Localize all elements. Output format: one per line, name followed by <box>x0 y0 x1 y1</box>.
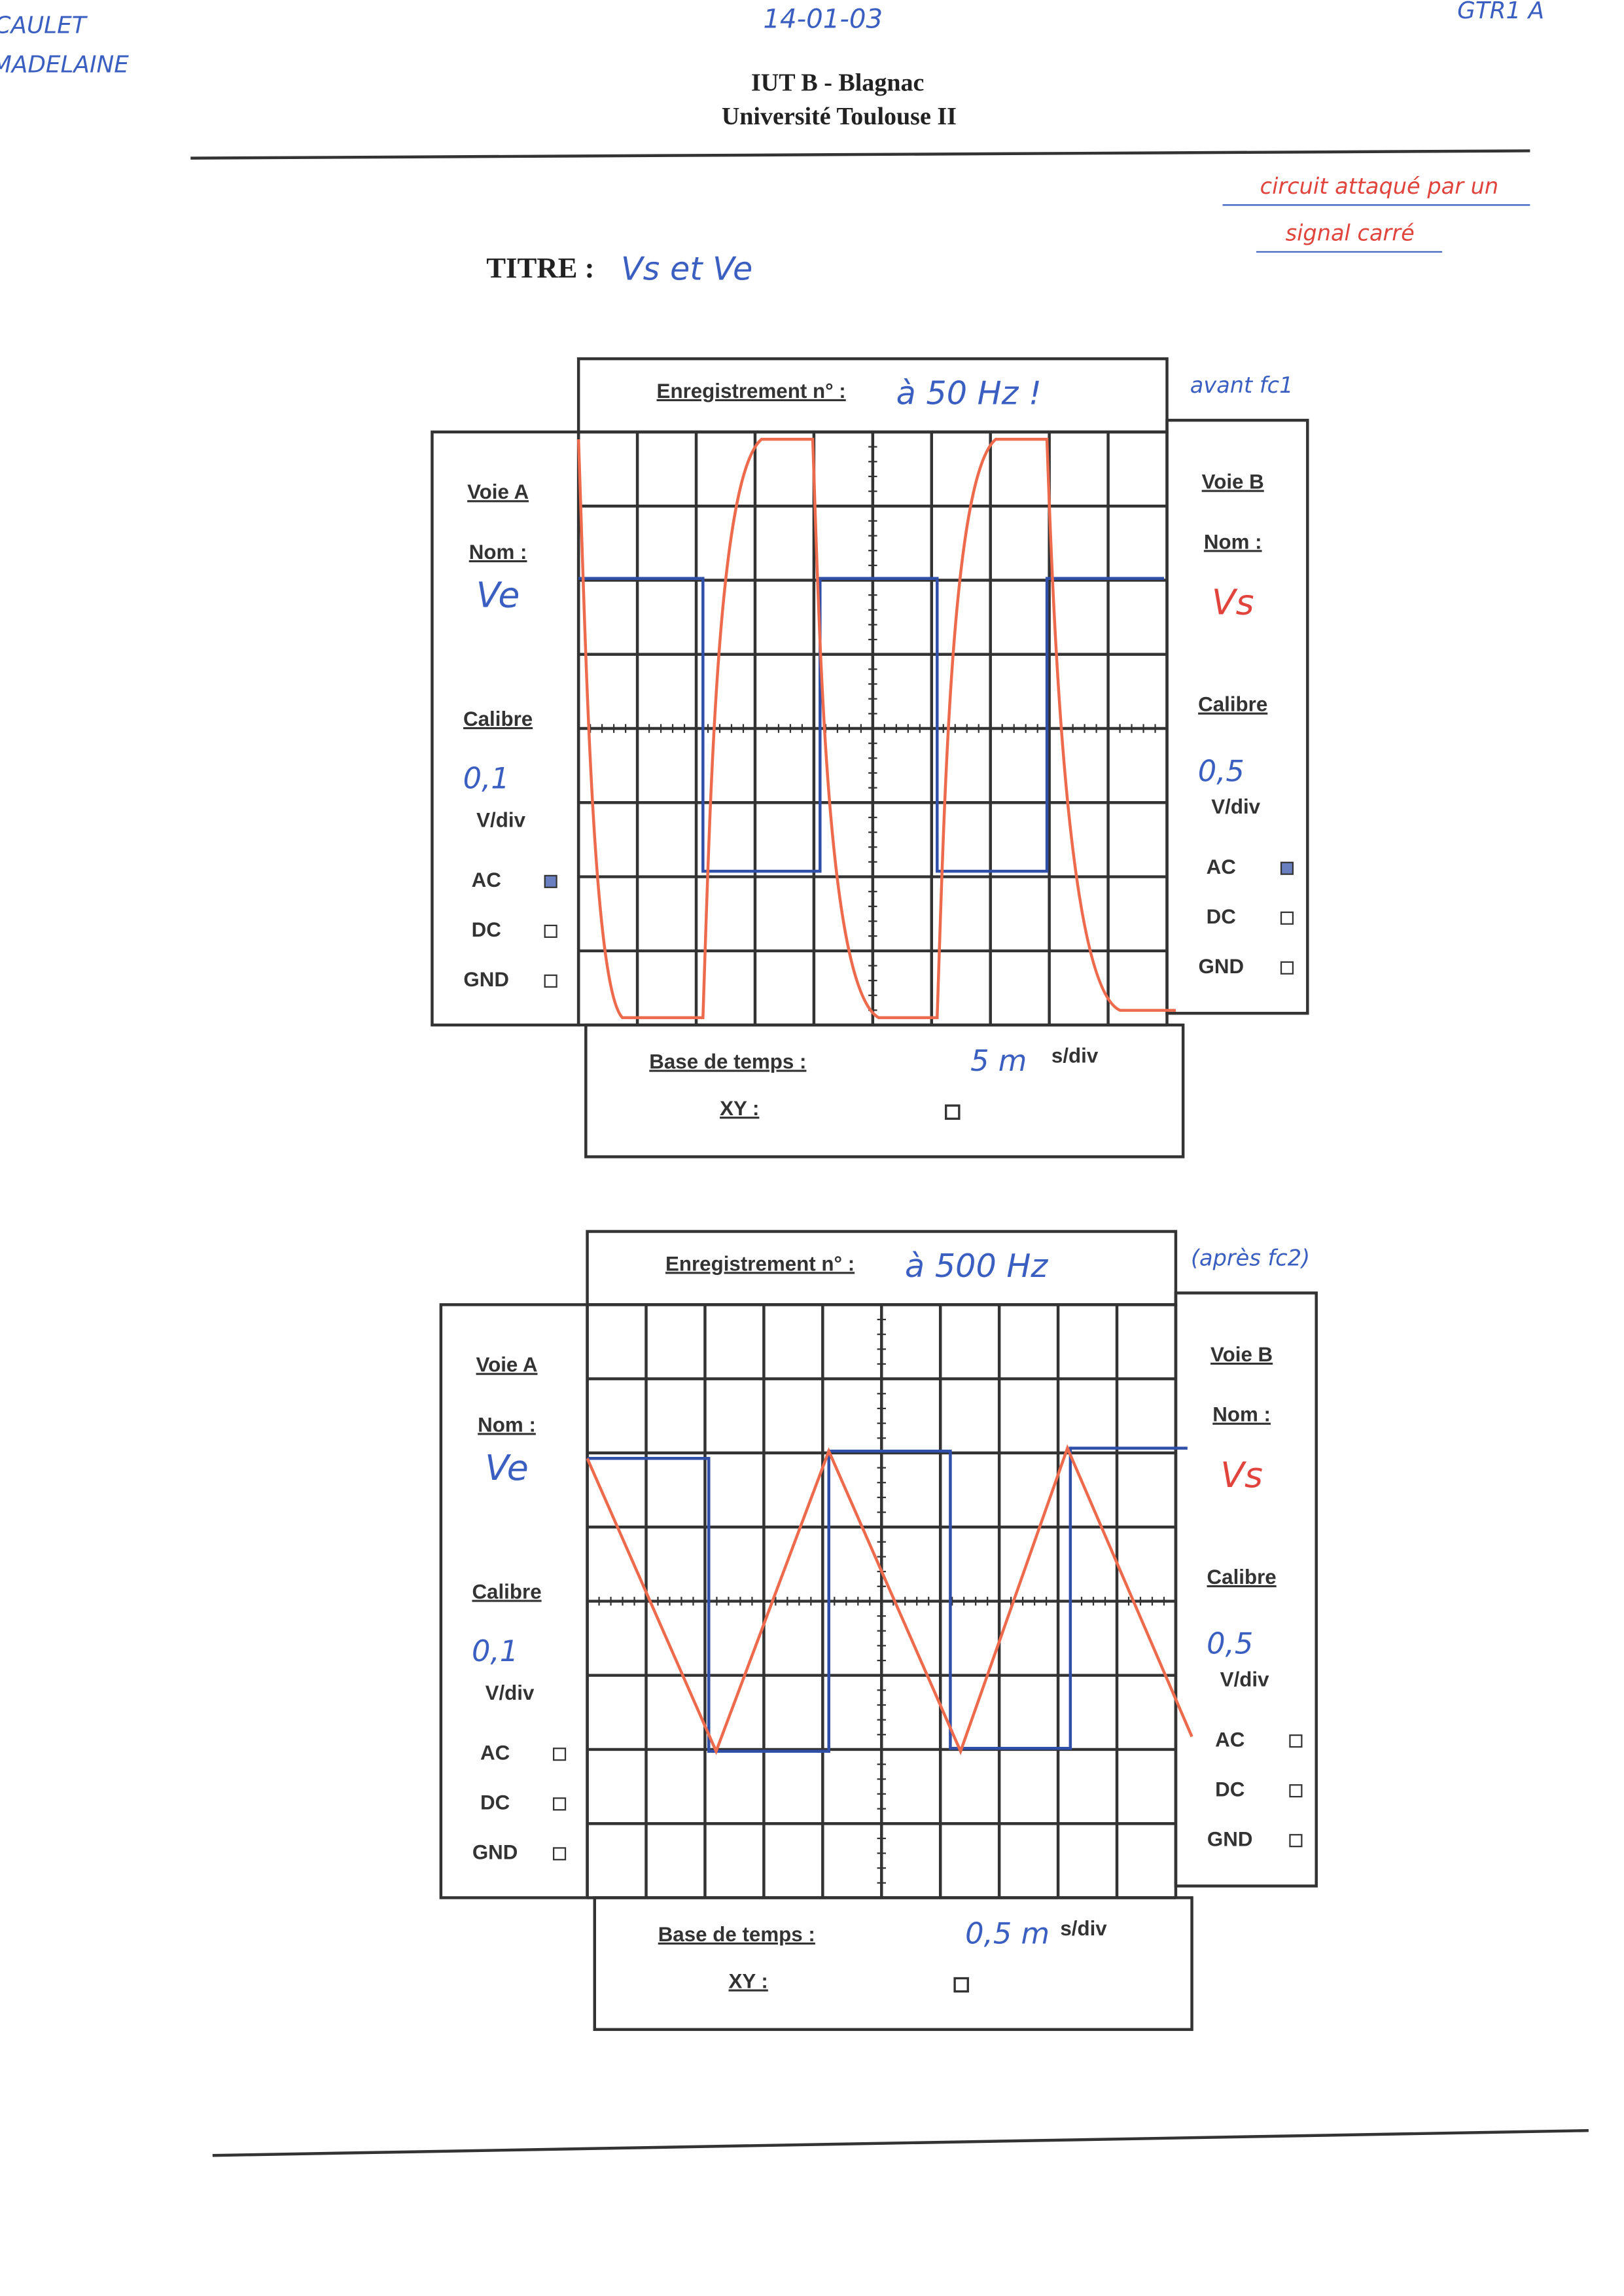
name-label: Nom : <box>1204 530 1262 553</box>
coupling-label: GND <box>1207 1827 1253 1850</box>
coupling-box <box>1280 861 1294 875</box>
coupling-label: DC <box>1215 1778 1244 1801</box>
name-label: Nom : <box>478 1413 536 1436</box>
coupling-box <box>1289 1784 1303 1798</box>
title-value: Vs et Ve <box>621 249 752 287</box>
calibre-label: Calibre <box>1198 693 1267 716</box>
footer-rule <box>212 2128 1589 2157</box>
coupling-box <box>553 1748 567 1761</box>
channel-label: Voie A <box>476 1354 538 1376</box>
student-last-name: CAULET <box>0 12 88 39</box>
trace-ve <box>578 577 1165 873</box>
channel-name: Vs <box>1212 582 1254 623</box>
record-note: (après fc2) <box>1191 1246 1310 1271</box>
trace-vs <box>586 1444 1193 1755</box>
coupling-label: AC <box>480 1742 510 1765</box>
calibre-value: 0,1 <box>463 761 510 795</box>
channel-name: Vs <box>1220 1454 1263 1496</box>
calibre-value: 0,1 <box>472 1634 518 1668</box>
coupling-label: AC <box>472 869 501 891</box>
annotation-line: signal carré <box>1286 220 1415 245</box>
xy-label: XY : <box>720 1097 759 1120</box>
oscilloscope-form: Enregistrement n° : à 500 Hz (après fc2) Vo… <box>439 1230 1318 2032</box>
coupling-label: GND <box>472 1841 518 1864</box>
coupling-box <box>553 1847 567 1861</box>
timebase-unit: s/div <box>1051 1045 1099 1067</box>
coupling-label: GND <box>1199 955 1244 978</box>
calibre-unit: V/div <box>1211 795 1260 818</box>
record-value: à 500 Hz <box>905 1247 1048 1285</box>
calibre-unit: V/div <box>485 1681 535 1704</box>
coupling-box <box>544 974 557 988</box>
record-value: à 50 Hz ! <box>896 374 1042 412</box>
coupling-label: DC <box>480 1791 510 1814</box>
record-note: avant fc1 <box>1190 372 1294 398</box>
name-label: Nom : <box>469 541 527 564</box>
student-first-name: MADELAINE <box>0 52 129 79</box>
timebase-value: 5 m <box>970 1043 1027 1078</box>
timebase-label: Base de temps : <box>649 1050 806 1073</box>
coupling-box <box>1280 911 1294 925</box>
coupling-box <box>1280 961 1294 975</box>
date: 14-01-03 <box>763 4 883 34</box>
xy-box <box>953 1977 969 1993</box>
trace-vs <box>576 437 1176 1020</box>
coupling-label: AC <box>1207 855 1236 878</box>
name-label: Nom : <box>1212 1403 1271 1426</box>
xy-box <box>945 1104 961 1120</box>
calibre-unit: V/div <box>1220 1668 1269 1691</box>
oscilloscope-form: Enregistrement n° : à 50 Hz ! avant fc1 Voi… <box>431 357 1309 1158</box>
record-label: Enregistrement n° : <box>657 380 846 403</box>
channel-label: Voie B <box>1210 1343 1273 1366</box>
calibre-label: Calibre <box>472 1580 541 1603</box>
group: GTR1 A <box>1457 0 1544 24</box>
channel-label: Voie B <box>1202 471 1264 493</box>
coupling-box <box>553 1797 567 1811</box>
record-label: Enregistrement n° : <box>665 1252 855 1275</box>
school: IUT B - Blagnac <box>751 69 924 96</box>
coupling-label: AC <box>1215 1728 1244 1751</box>
trace-ve <box>587 1446 1188 1753</box>
timebase-unit: s/div <box>1060 1917 1107 1940</box>
channel-name: Ve <box>476 574 520 615</box>
header-rule <box>190 149 1530 160</box>
coupling-box <box>1289 1734 1303 1748</box>
timebase-value: 0,5 m <box>965 1916 1050 1951</box>
calibre-unit: V/div <box>476 808 525 831</box>
coupling-box <box>1289 1834 1303 1848</box>
calibre-value: 0,5 <box>1207 1626 1253 1661</box>
channel-label: Voie A <box>467 480 529 503</box>
annotation-line: circuit attaqué par un <box>1260 173 1499 199</box>
title-label: TITRE : <box>486 251 594 284</box>
coupling-box <box>544 874 557 888</box>
xy-label: XY : <box>729 1970 768 1993</box>
coupling-label: DC <box>1207 905 1236 928</box>
channel-name: Ve <box>485 1447 529 1488</box>
calibre-value: 0,5 <box>1198 753 1244 788</box>
calibre-label: Calibre <box>1207 1566 1277 1588</box>
coupling-label: GND <box>463 968 509 991</box>
coupling-label: DC <box>472 918 501 941</box>
timebase-label: Base de temps : <box>658 1923 815 1946</box>
calibre-label: Calibre <box>463 708 533 730</box>
coupling-box <box>544 924 557 938</box>
forms: Enregistrement n° : à 50 Hz ! avant fc1 Voi… <box>431 357 1318 2032</box>
university: Université Toulouse II <box>722 103 957 130</box>
